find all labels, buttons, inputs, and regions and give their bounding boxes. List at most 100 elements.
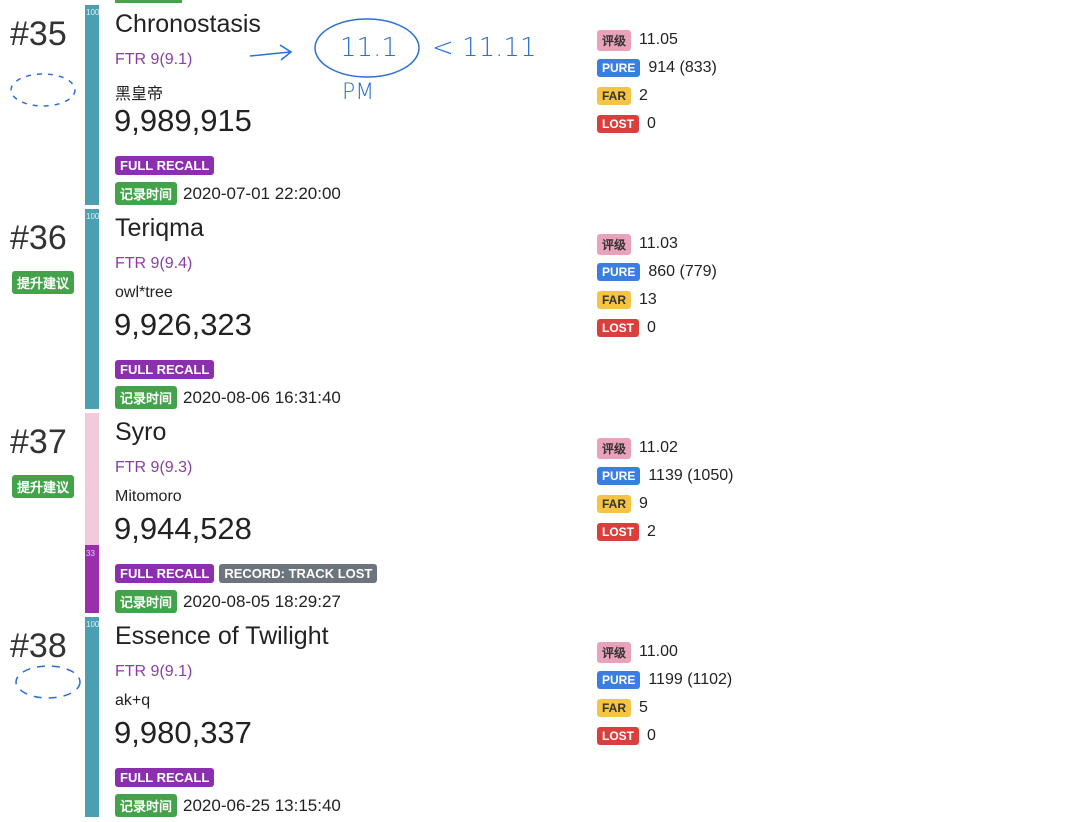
- stat-value: 0: [647, 115, 656, 132]
- score: 9,989,915: [114, 103, 252, 138]
- stat-value: 2: [647, 523, 656, 540]
- time-label: 记录时间: [115, 590, 178, 613]
- stat-value: 0: [647, 319, 656, 336]
- stat-value: 11.00: [639, 643, 678, 660]
- annotation: < 11.11: [432, 33, 537, 63]
- stat-row: PURE 860 (779): [597, 258, 717, 286]
- stat-label: PURE: [597, 263, 641, 281]
- stat-row: 评级 11.03: [597, 230, 717, 258]
- stats: 评级 11.05 PURE 914 (833) FAR 2 LOST 0: [597, 26, 717, 138]
- time: 2020-07-01 22:20:00: [183, 183, 341, 203]
- badge-row: FULL RECALL: [115, 768, 215, 787]
- time-label: 记录时间: [115, 182, 178, 205]
- bar-label: 100: [86, 8, 100, 17]
- song-title: Teriqma: [115, 214, 204, 242]
- stat-row: LOST 0: [597, 722, 732, 750]
- difficulty: FTR 9(9.4): [115, 255, 193, 272]
- rank: #38: [10, 627, 67, 665]
- annotation: 11.1: [340, 33, 398, 63]
- stat-row: FAR 9: [597, 490, 733, 518]
- time: 2020-08-06 16:31:40: [183, 387, 341, 407]
- bar-label: 100: [86, 620, 100, 629]
- stat-value: 0: [647, 727, 656, 744]
- suggestion-badge: 提升建议: [12, 475, 75, 498]
- stat-label: LOST: [597, 523, 639, 541]
- stat-value: 2: [639, 87, 648, 104]
- stat-value: 13: [639, 291, 657, 308]
- stat-row: 评级 11.00: [597, 638, 732, 666]
- stat-label: LOST: [597, 727, 639, 745]
- stat-row: PURE 914 (833): [597, 54, 717, 82]
- stat-value: 11.02: [639, 439, 678, 456]
- rank: #35: [10, 15, 67, 53]
- progress-bar: [85, 413, 99, 613]
- status-badge: FULL RECALL: [115, 156, 215, 175]
- status-badge: FULL RECALL: [115, 768, 215, 787]
- badge-row: FULL RECALL: [115, 156, 215, 175]
- stat-row: FAR 13: [597, 286, 717, 314]
- stat-row: LOST 0: [597, 314, 717, 342]
- time-row: 记录时间 2020-08-05 18:29:27: [115, 590, 341, 613]
- stat-label: FAR: [597, 291, 631, 309]
- stat-row: FAR 5: [597, 694, 732, 722]
- stat-label: LOST: [597, 319, 639, 337]
- score: 9,926,323: [114, 307, 252, 342]
- record-card: 100 #38 Essence of Twilight FTR 9(9.1) ak+q 9…: [0, 617, 1080, 821]
- stat-row: FAR 2: [597, 82, 717, 110]
- progress-bar: [85, 209, 99, 409]
- bar-label: 33: [86, 549, 95, 558]
- song-title: Essence of Twilight: [115, 622, 329, 650]
- suggestion-badge: 提升建议: [12, 271, 75, 294]
- status-badge: FULL RECALL: [115, 564, 215, 583]
- time-row: 记录时间 2020-06-25 13:15:40: [115, 794, 341, 817]
- stat-label: PURE: [597, 467, 641, 485]
- time-label: 记录时间: [115, 386, 178, 409]
- time-row: 记录时间 2020-07-01 22:20:00: [115, 182, 341, 205]
- score: 9,980,337: [114, 715, 252, 750]
- artist: Mitomoro: [115, 488, 182, 505]
- time: 2020-08-05 18:29:27: [183, 591, 341, 611]
- status-badge: RECORD: TRACK LOST: [219, 564, 378, 583]
- record-card: 100 #36 提升建议 Teriqma FTR 9(9.4) owl*tree 9,926…: [0, 209, 1080, 413]
- record-card: 100 #35 Chronostasis FTR 9(9.1) 黑皇帝 9,989,915…: [0, 5, 1080, 209]
- stat-row: PURE 1139 (1050): [597, 462, 733, 490]
- stat-value: 11.05: [639, 31, 678, 48]
- rank: #36: [10, 219, 67, 257]
- stat-label: PURE: [597, 59, 641, 77]
- stat-value: 1139 (1050): [648, 467, 734, 484]
- artist: 黑皇帝: [115, 86, 164, 103]
- rank: #37: [10, 423, 67, 461]
- stat-value: 5: [639, 699, 648, 716]
- stat-label: 评级: [597, 437, 632, 459]
- difficulty: FTR 9(9.1): [115, 663, 193, 680]
- time-label: 记录时间: [115, 794, 178, 817]
- stat-value: 914 (833): [648, 59, 717, 76]
- stat-row: LOST 2: [597, 518, 733, 546]
- artist: owl*tree: [115, 284, 173, 301]
- stat-label: 评级: [597, 29, 632, 51]
- stat-value: 860 (779): [648, 263, 717, 280]
- stat-label: FAR: [597, 699, 631, 717]
- stat-label: FAR: [597, 495, 631, 513]
- time: 2020-06-25 13:15:40: [183, 795, 341, 815]
- progress-bar: [85, 617, 99, 817]
- stats: 评级 11.03 PURE 860 (779) FAR 13 LOST 0: [597, 230, 717, 342]
- stat-row: PURE 1199 (1102): [597, 666, 732, 694]
- score: 9,944,528: [114, 511, 252, 546]
- badge-row: FULL RECALL RECORD: TRACK LOST: [115, 564, 378, 583]
- stat-row: 评级 11.02: [597, 434, 733, 462]
- stat-value: 11.03: [639, 235, 678, 252]
- song-title: Chronostasis: [115, 10, 261, 38]
- badge-row: FULL RECALL: [115, 360, 215, 379]
- time-row: 记录时间 2020-08-06 16:31:40: [115, 386, 341, 409]
- stat-label: PURE: [597, 671, 641, 689]
- song-title: Syro: [115, 418, 167, 446]
- stats: 评级 11.02 PURE 1139 (1050) FAR 9 LOST 2: [597, 434, 733, 546]
- artist: ak+q: [115, 692, 151, 709]
- status-badge: FULL RECALL: [115, 360, 215, 379]
- progress-bar: [85, 5, 99, 205]
- stats: 评级 11.00 PURE 1199 (1102) FAR 5 LOST 0: [597, 638, 732, 750]
- stat-row: LOST 0: [597, 110, 717, 138]
- stat-value: 1199 (1102): [648, 671, 733, 688]
